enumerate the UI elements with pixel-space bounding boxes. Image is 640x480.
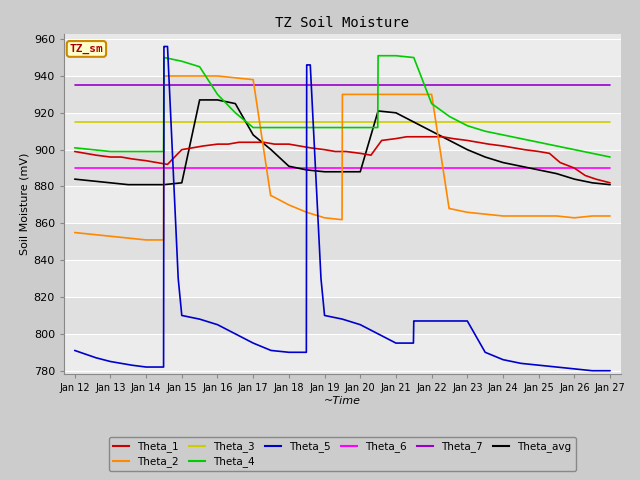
Bar [64,187,621,223]
Bar [64,39,621,76]
Text: TZ_sm: TZ_sm [70,44,103,54]
X-axis label: ~Time: ~Time [324,396,361,406]
Legend: Theta_1, Theta_2, Theta_3, Theta_4, Theta_5, Theta_6, Theta_7, Theta_avg: Theta_1, Theta_2, Theta_3, Theta_4, Thet… [109,437,575,471]
Bar [64,150,621,187]
Bar [64,76,621,113]
Y-axis label: Soil Moisture (mV): Soil Moisture (mV) [20,153,29,255]
Bar [64,297,621,334]
Bar [64,260,621,297]
Bar [64,223,621,260]
Bar [64,334,621,371]
Bar [64,113,621,150]
Title: TZ Soil Moisture: TZ Soil Moisture [275,16,410,30]
